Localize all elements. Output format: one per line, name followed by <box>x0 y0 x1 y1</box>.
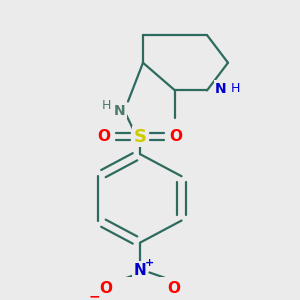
Text: N: N <box>114 104 126 118</box>
Text: O: O <box>167 281 181 296</box>
Text: S: S <box>134 128 146 146</box>
Text: N: N <box>215 82 227 96</box>
Text: N: N <box>134 263 146 278</box>
Text: H: H <box>101 99 111 112</box>
Text: −: − <box>88 289 100 300</box>
Text: O: O <box>100 281 112 296</box>
Text: O: O <box>169 129 182 144</box>
Text: H: H <box>230 82 240 95</box>
Text: O: O <box>98 129 110 144</box>
Text: +: + <box>144 258 154 268</box>
